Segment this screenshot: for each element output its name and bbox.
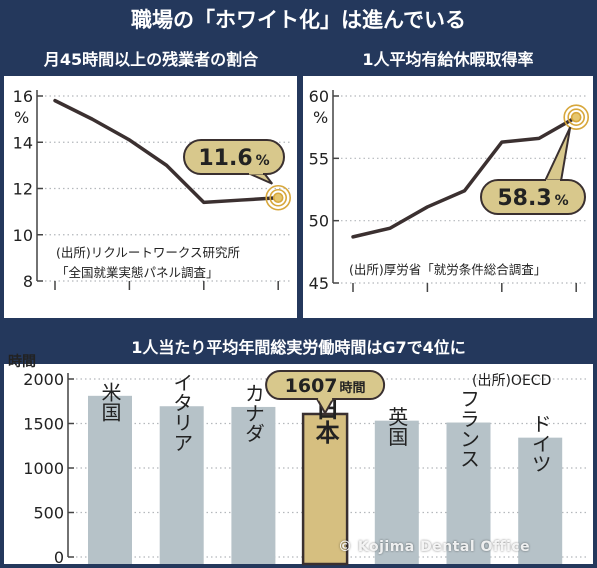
watermark-text: © Kojima Dental Office: [338, 539, 531, 555]
bar-category-label: カナダ: [241, 383, 265, 443]
y-tick-label: 2000: [23, 370, 64, 389]
y-tick-label: 12: [13, 180, 33, 199]
chart-2-title: 1人平均有給休暇取得率: [362, 50, 534, 69]
bar: [88, 395, 132, 564]
highlight-ring: [272, 192, 284, 204]
callout-number: 58.3: [497, 186, 551, 211]
y-tick-label: 45: [309, 274, 329, 293]
chart-3-panel: 時間 2000 1500 1000 500 0 米国 イタリア カナダ 日本 英国 フランス ドイツ 16…: [4, 353, 593, 567]
y-tick-label: 0: [54, 548, 64, 567]
bar: [446, 422, 491, 564]
y-tick-label: 60: [309, 87, 329, 106]
bar: [301, 412, 349, 566]
callout-bubble: [479, 179, 587, 215]
callout-bubble: [182, 139, 286, 175]
overtime-line-chart: 16 14 12 10 8% 2016年 18 20 22 11.6 % (出所)リクルートワークス研…: [13, 87, 292, 315]
highlight-ring: [563, 104, 590, 130]
source-note: (出所)厚労省「就労条件総合調査」: [349, 262, 546, 277]
highlight-ring: [265, 184, 292, 211]
series-line: [53, 98, 280, 205]
y-tick-label: 55: [309, 149, 329, 168]
chart-2-panel: 60 55 50 45% 2016年 18 20 22 58.3% (出所)厚労省「就労条件総合調…: [303, 76, 593, 318]
y-tick-label: 16: [13, 87, 33, 106]
x-tick-label: 20: [193, 296, 215, 315]
bar: [159, 406, 204, 564]
y-tick-label: 500: [33, 504, 64, 523]
bar-category-label: ドイツ: [528, 414, 552, 474]
callout-number: 11.6: [198, 146, 252, 171]
y-tick-label: 50: [309, 212, 329, 231]
x-tick-label: 18: [118, 296, 140, 315]
x-tick-label: 2016年: [45, 296, 106, 315]
x-tick-label: 18: [416, 296, 438, 315]
callout-pointer: [543, 126, 572, 182]
bar: [231, 406, 276, 564]
source-note: 「全国就業実態パネル調査」: [56, 265, 219, 280]
x-tick-label: 2016年: [343, 296, 404, 315]
y-tick-label: 1000: [23, 459, 64, 478]
callout-value: 58.3%: [497, 186, 568, 211]
y-tick-label: 14: [13, 133, 33, 152]
highlight-ring: [269, 188, 288, 207]
chart-1-panel: 16 14 12 10 8% 2016年 18 20 22 11.6% (出所)リクルートワークス研…: [4, 76, 297, 318]
callout-unit: %: [256, 153, 270, 169]
callout-bubble: [265, 370, 386, 400]
callout-value: 11.6%: [198, 146, 269, 171]
bar-category-label: フランス: [457, 389, 481, 469]
callout-value: 1607 時間: [285, 375, 366, 397]
callout-number: 1607: [285, 375, 338, 397]
main-title: 職場の「ホワイト化」は進んでいる: [131, 8, 466, 32]
bar: [518, 437, 563, 564]
bar-category-label: 英国: [385, 406, 409, 446]
y-axis-label: 時間: [8, 353, 36, 370]
bar-category-label: 米国: [98, 381, 122, 421]
y-tick-label: 10: [13, 226, 33, 245]
highlight-ring: [567, 108, 586, 126]
chart-1-title: 月45時間以上の残業者の割合: [43, 50, 259, 69]
y-tick-label: 1500: [23, 415, 64, 434]
y-unit-label: %: [313, 108, 328, 127]
series-line: [351, 115, 578, 239]
x-tick-label: 22: [565, 296, 587, 315]
bar: [374, 420, 419, 564]
y-tick-label: 8: [23, 272, 33, 291]
highlight-ring: [570, 111, 582, 123]
chart-3-title: 1人当たり平均年間総実労働時間はG7で4位に: [131, 338, 466, 357]
x-tick-label: 20: [491, 296, 513, 315]
y-unit-label: %: [14, 108, 29, 127]
callout-unit: %: [555, 193, 569, 209]
source-note: (出所)OECD: [472, 373, 551, 389]
bar-category-label: イタリア: [170, 372, 194, 452]
paid-leave-line-chart: 60 55 50 45% 2016年 18 20 22 58.3 % (出所)厚労省「就労条件総合調…: [309, 87, 590, 315]
x-tick-label: 22: [267, 296, 289, 315]
callout-unit: 時間: [340, 380, 366, 396]
source-note: (出所)リクルートワークス研究所: [56, 245, 240, 260]
